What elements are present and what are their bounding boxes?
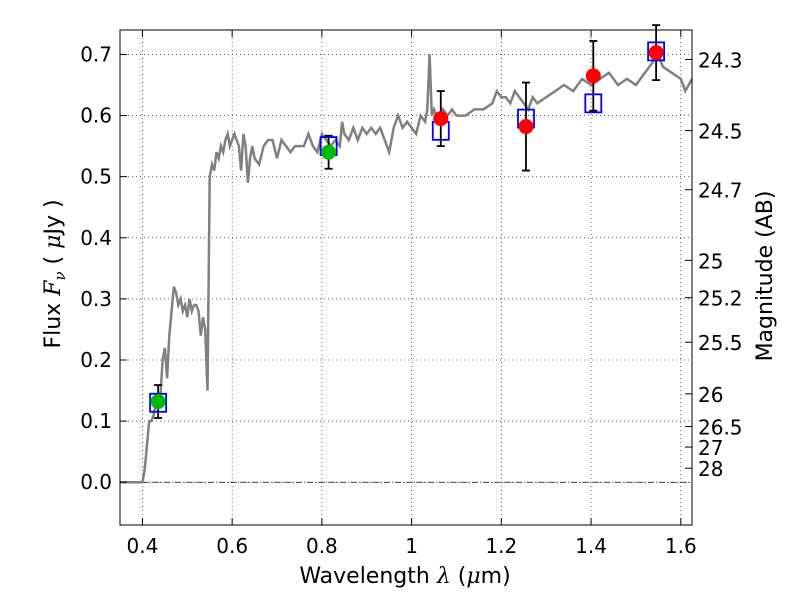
synthetic-square — [647, 41, 666, 62]
magnitude-tick-label: 24.3 — [698, 48, 743, 72]
synthetic-photometry-squares — [149, 41, 666, 413]
x-tick-label: 1.2 — [485, 534, 517, 558]
error-bars — [154, 24, 661, 419]
y-tick-label: 0.2 — [80, 348, 112, 372]
x-tick-label: 1 — [405, 534, 418, 558]
red-point — [648, 45, 664, 61]
y-axis-ticks: 0.0 0.1 0.2 0.3 0.4 0.5 0.6 0.7 — [80, 42, 127, 494]
magnitude-axis-label: Magnitude (AB) — [753, 191, 778, 362]
synthetic-square — [149, 392, 168, 413]
magnitude-tick-label: 25.5 — [698, 331, 743, 355]
y-axis-label: Flux Fν ( μJy ) — [41, 199, 69, 348]
x-axis-ticks: 0.4 0.6 0.8 1 1.2 1.4 1.6 — [127, 30, 697, 558]
x-tick-label: 0.4 — [127, 534, 159, 558]
magnitude-tick-label: 25.2 — [698, 287, 743, 311]
red-point — [433, 111, 449, 127]
plot-frame — [119, 29, 693, 526]
model-spectrum-line — [120, 51, 694, 484]
y-tick-label: 0.1 — [80, 409, 112, 433]
y-tick-label: 0.6 — [80, 104, 112, 128]
magnitude-tick-label: 27 — [698, 436, 723, 460]
y-tick-label: 0.4 — [80, 226, 112, 250]
green-point — [150, 394, 166, 410]
x-axis-label: Wavelength λ (μm) — [299, 564, 510, 589]
x-tick-label: 1.6 — [665, 534, 697, 558]
magnitude-tick-label: 25 — [698, 249, 723, 273]
x-tick-label: 1.4 — [575, 534, 607, 558]
y-tick-label: 0.3 — [80, 287, 112, 311]
magnitude-tick-label: 26.5 — [698, 415, 743, 439]
magnitude-tick-label: 24.7 — [698, 179, 743, 203]
red-point — [585, 68, 601, 84]
y-tick-label: 0.0 — [80, 470, 112, 494]
magnitude-tick-label: 24.5 — [698, 120, 743, 144]
y-tick-label: 0.5 — [80, 165, 112, 189]
observed-photometry-points — [150, 45, 664, 410]
x-tick-label: 0.8 — [306, 534, 338, 558]
grid-lines — [120, 30, 692, 525]
synthetic-square — [584, 93, 603, 114]
magnitude-tick-label: 26 — [698, 383, 723, 407]
red-point — [518, 119, 534, 135]
x-tick-label: 0.6 — [216, 534, 248, 558]
magnitude-tick-label: 28 — [698, 457, 723, 481]
green-point — [321, 144, 337, 160]
y-tick-label: 0.7 — [80, 42, 112, 66]
